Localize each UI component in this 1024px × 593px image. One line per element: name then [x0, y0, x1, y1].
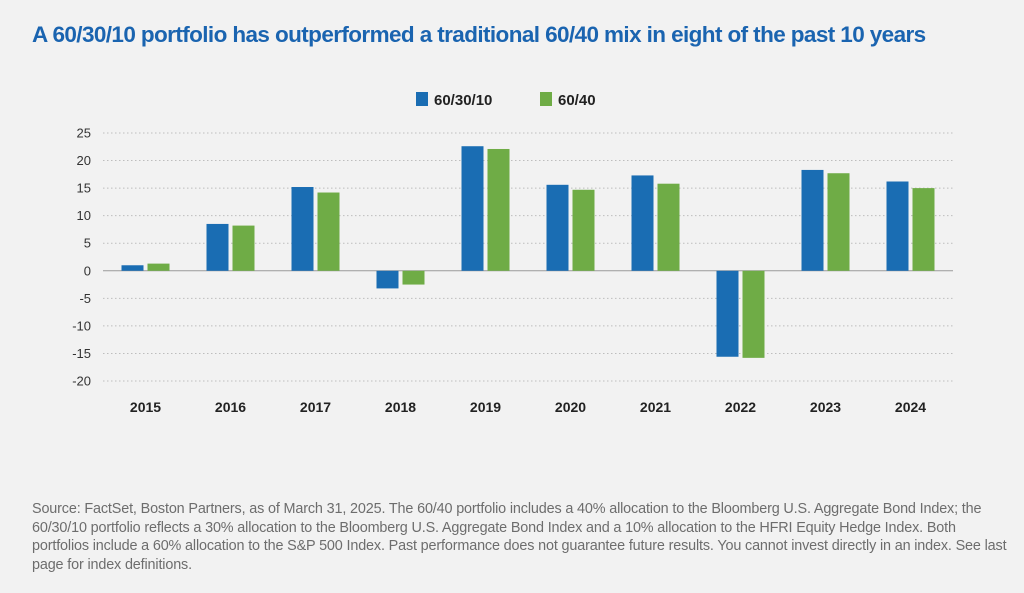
bar-series-b-2022 — [742, 270, 765, 358]
bar-series-b-2016 — [232, 225, 255, 271]
bar-series-b-2020 — [572, 189, 595, 271]
bar-series-b-2018 — [402, 270, 425, 285]
x-tick-label: 2015 — [130, 399, 161, 415]
x-tick-label: 2023 — [810, 399, 841, 415]
chart-bars — [121, 146, 935, 358]
y-tick-label: -5 — [79, 291, 91, 306]
bar-series-a-2022 — [716, 270, 739, 357]
y-tick-label: 5 — [84, 236, 91, 251]
y-tick-label: 15 — [77, 181, 91, 196]
y-tick-label: 25 — [77, 126, 91, 141]
legend-swatch — [416, 92, 428, 106]
bar-series-b-2023 — [827, 173, 850, 271]
bar-series-a-2017 — [291, 187, 314, 271]
y-tick-label: 0 — [84, 263, 91, 278]
x-tick-label: 2020 — [555, 399, 586, 415]
bar-series-b-2021 — [657, 183, 680, 271]
x-tick-label: 2016 — [215, 399, 246, 415]
bar-series-b-2024 — [912, 188, 935, 271]
bar-series-a-2019 — [461, 146, 484, 271]
bar-series-a-2023 — [801, 169, 824, 271]
chart-title: A 60/30/10 portfolio has outperformed a … — [32, 22, 926, 47]
y-tick-label: -10 — [72, 318, 91, 333]
y-axis: 25 20 15 10 5 0 -5 -10 -15 -20 — [72, 126, 91, 389]
x-tick-label: 2017 — [300, 399, 331, 415]
y-tick-label: -20 — [72, 374, 91, 389]
x-axis: 2015 2016 2017 2018 2019 2020 2021 2022 2023 2024 — [130, 399, 926, 415]
x-tick-label: 2018 — [385, 399, 416, 415]
legend-label: 60/30/10 — [434, 92, 492, 109]
x-tick-label: 2022 — [725, 399, 756, 415]
y-tick-label: -15 — [72, 346, 91, 361]
chart-legend: 60/30/10 60/40 — [416, 92, 596, 109]
bar-series-b-2019 — [487, 148, 510, 271]
y-tick-label: 10 — [77, 208, 91, 223]
bar-series-a-2018 — [376, 270, 399, 289]
x-tick-label: 2021 — [640, 399, 671, 415]
bar-series-a-2015 — [121, 265, 144, 271]
bar-series-a-2024 — [886, 181, 909, 271]
x-tick-label: 2024 — [895, 399, 926, 415]
y-tick-label: 20 — [77, 153, 91, 168]
bar-series-a-2020 — [546, 184, 569, 271]
bar-series-a-2021 — [631, 175, 654, 271]
source-note: Source: FactSet, Boston Partners, as of … — [32, 501, 1007, 573]
bar-series-a-2016 — [206, 223, 229, 271]
legend-swatch — [540, 92, 552, 106]
x-tick-label: 2019 — [470, 399, 501, 415]
bar-series-b-2017 — [317, 192, 340, 271]
legend-label: 60/40 — [558, 92, 596, 109]
chart-grid — [103, 132, 953, 382]
bar-series-b-2015 — [147, 263, 170, 271]
